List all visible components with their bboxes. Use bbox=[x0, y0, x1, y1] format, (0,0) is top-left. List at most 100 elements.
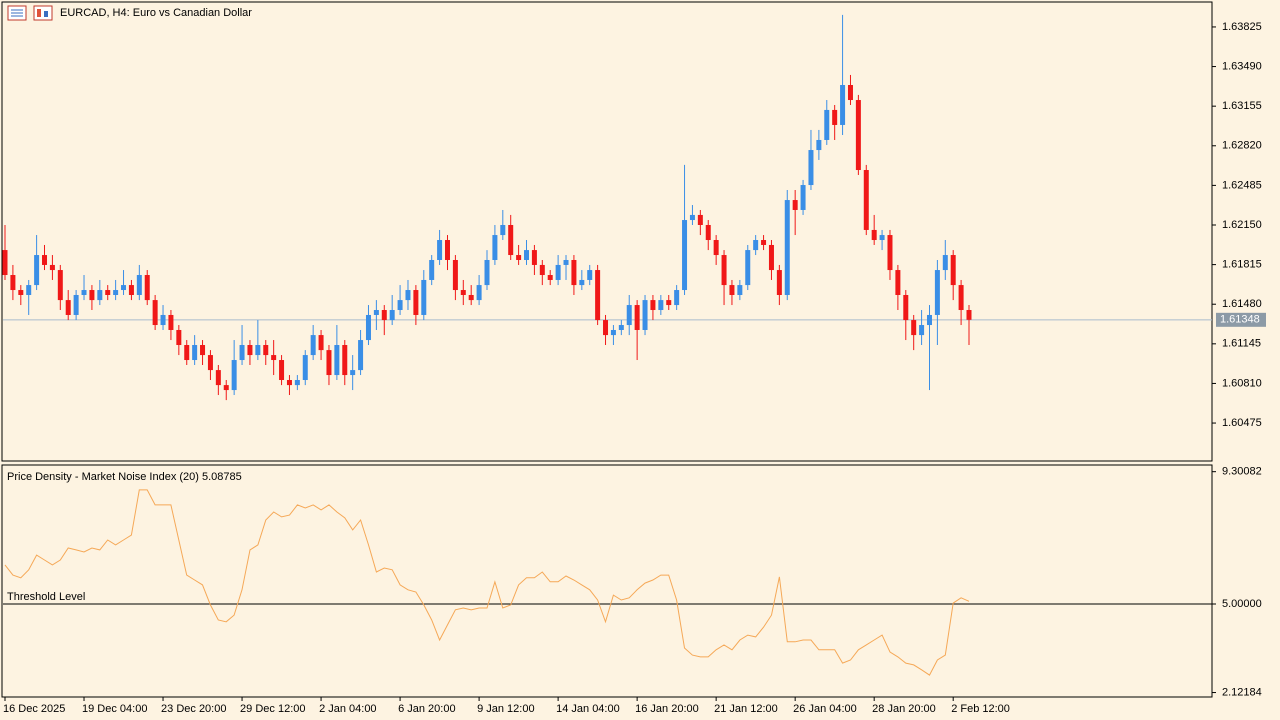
candle-body bbox=[887, 235, 893, 271]
candle-body bbox=[452, 259, 458, 291]
candle-body bbox=[642, 300, 648, 330]
candle-body bbox=[286, 380, 292, 386]
candle-body bbox=[318, 335, 324, 351]
candle-body bbox=[81, 290, 87, 295]
y-tick-label: 1.62485 bbox=[1222, 179, 1262, 191]
y-tick-label: 1.62820 bbox=[1222, 140, 1262, 152]
candle-body bbox=[761, 240, 767, 245]
x-tick-label: 26 Jan 04:00 bbox=[793, 703, 857, 715]
candle-body bbox=[302, 355, 308, 381]
y-tick-label: 1.60475 bbox=[1222, 417, 1262, 429]
candle-body bbox=[500, 224, 506, 236]
x-tick-label: 28 Jan 20:00 bbox=[872, 703, 936, 715]
candle-body bbox=[460, 290, 466, 295]
x-tick-label: 2 Jan 04:00 bbox=[319, 703, 377, 715]
candle-body bbox=[919, 325, 925, 336]
candle-body bbox=[73, 294, 79, 315]
icon bbox=[33, 5, 53, 21]
candle-body bbox=[113, 290, 119, 295]
candle-body bbox=[610, 329, 616, 336]
candle-body bbox=[626, 305, 632, 326]
toolbar-icons bbox=[7, 5, 53, 21]
candle-body bbox=[34, 255, 40, 286]
candle-body bbox=[840, 85, 846, 125]
candle-body bbox=[792, 200, 798, 210]
candle-body bbox=[926, 314, 932, 326]
y-tick-label: 1.63825 bbox=[1222, 21, 1262, 33]
candle-body bbox=[847, 85, 853, 101]
candle-body bbox=[776, 270, 782, 295]
candle-body bbox=[634, 305, 640, 330]
threshold-label: Threshold Level bbox=[7, 591, 85, 603]
x-tick-label: 21 Jan 12:00 bbox=[714, 703, 778, 715]
candle-body bbox=[674, 290, 680, 306]
candle-body bbox=[105, 290, 111, 295]
candle-body bbox=[18, 290, 24, 295]
candle-body bbox=[437, 240, 443, 260]
candle-body bbox=[255, 345, 261, 356]
candle-body bbox=[555, 264, 561, 280]
candle-body bbox=[365, 314, 371, 341]
candle-body bbox=[421, 279, 427, 315]
candle-body bbox=[42, 255, 48, 265]
candle-body bbox=[824, 109, 830, 140]
candle-body bbox=[192, 345, 198, 361]
candle-body bbox=[310, 335, 316, 356]
candle-body bbox=[737, 285, 743, 295]
candle-body bbox=[808, 150, 814, 186]
y-tick-label: 1.61145 bbox=[1222, 338, 1261, 350]
candle-body bbox=[950, 255, 956, 286]
indicator-line bbox=[4, 489, 970, 676]
candle-body bbox=[745, 250, 751, 286]
candle-body bbox=[358, 340, 364, 371]
candle-body bbox=[832, 109, 838, 125]
chart-title: EURCAD, H4: Euro vs Canadian Dollar bbox=[60, 7, 252, 19]
candle-body bbox=[966, 310, 972, 320]
candle-body bbox=[223, 385, 229, 391]
candle-body bbox=[89, 290, 95, 301]
candle-body bbox=[508, 224, 514, 256]
y-tick-label: 1.60810 bbox=[1222, 377, 1262, 389]
candle-body bbox=[697, 214, 703, 225]
candle-body bbox=[484, 259, 490, 286]
candle-body bbox=[650, 300, 656, 311]
candle-body bbox=[444, 240, 450, 260]
candle-body bbox=[942, 255, 948, 271]
candle-body bbox=[334, 345, 340, 376]
y-tick-label: 9.30082 bbox=[1222, 466, 1262, 478]
x-tick-label: 16 Jan 20:00 bbox=[635, 703, 699, 715]
candle-body bbox=[713, 240, 719, 256]
candle-body bbox=[531, 250, 537, 265]
candle-body bbox=[389, 310, 395, 321]
candle-body bbox=[768, 244, 774, 271]
candle-body bbox=[152, 300, 158, 326]
candle-body bbox=[784, 200, 790, 295]
candle-body bbox=[547, 275, 553, 280]
candle-body bbox=[587, 270, 593, 280]
candle-body bbox=[160, 314, 166, 326]
candle-body bbox=[895, 270, 901, 295]
candle-body bbox=[934, 270, 940, 315]
y-tick-label: 1.63155 bbox=[1222, 100, 1262, 112]
candle-body bbox=[263, 345, 269, 356]
icon bbox=[37, 9, 41, 17]
candle-body bbox=[879, 235, 885, 241]
candle-body bbox=[682, 220, 688, 291]
candle-body bbox=[10, 275, 16, 291]
candle-body bbox=[215, 370, 221, 386]
candle-body bbox=[97, 290, 103, 301]
candle-body bbox=[49, 264, 55, 271]
x-tick-label: 14 Jan 04:00 bbox=[556, 703, 620, 715]
candle-body bbox=[397, 300, 403, 311]
candle-body bbox=[239, 345, 245, 361]
candle-body bbox=[563, 259, 569, 265]
candle-body bbox=[373, 310, 379, 315]
candle-body bbox=[863, 170, 869, 230]
candle-body bbox=[658, 300, 664, 311]
candle-body bbox=[136, 275, 142, 295]
candle-body bbox=[247, 345, 253, 356]
candle-body bbox=[184, 345, 190, 361]
candle-body bbox=[326, 350, 332, 376]
candle-body bbox=[958, 285, 964, 311]
candle-body bbox=[476, 285, 482, 301]
